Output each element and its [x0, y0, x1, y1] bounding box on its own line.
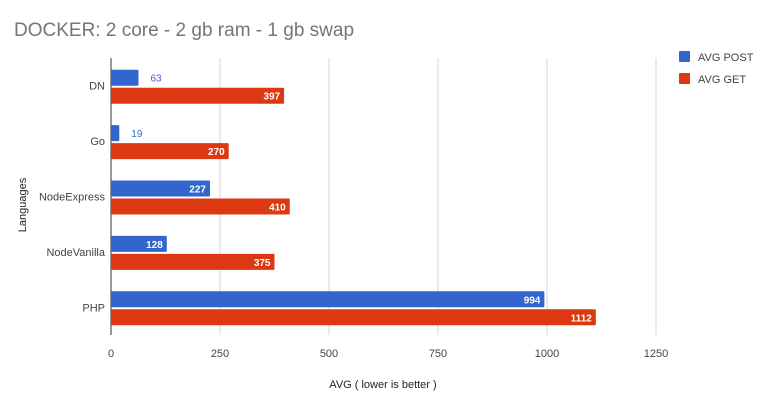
- bar-avg-get: [111, 87, 285, 104]
- legend-label: AVG GET: [698, 74, 746, 86]
- y-category-label: NodeExpress: [39, 192, 106, 204]
- x-tick-label: 0: [108, 348, 114, 360]
- x-axis-ticks: 0 250 500 750 1000 1250: [108, 348, 668, 360]
- data-label: 227: [189, 185, 206, 196]
- bar-avg-post: [111, 235, 167, 252]
- legend-swatch: [679, 73, 690, 84]
- legend-swatch: [679, 51, 690, 62]
- data-label: 128: [146, 240, 163, 251]
- data-label: 375: [254, 258, 271, 269]
- bar-avg-post: [111, 125, 120, 142]
- bar-avg-post: [111, 69, 139, 86]
- data-label: 994: [524, 295, 541, 306]
- data-labels: 63 397 19 270 227 410 128 375 994 1112: [131, 74, 592, 325]
- y-axis-title: Languages: [17, 177, 29, 232]
- data-label: 1112: [571, 313, 593, 324]
- y-axis-categories: DN Go NodeExpress NodeVanilla PHP: [39, 81, 106, 315]
- x-tick-label: 250: [211, 348, 229, 360]
- x-tick-label: 1000: [535, 348, 559, 360]
- x-tick-label: 500: [320, 348, 338, 360]
- x-tick-label: 750: [429, 348, 447, 360]
- y-category-label: DN: [89, 81, 105, 93]
- legend-label: AVG POST: [698, 52, 754, 64]
- bar-avg-get: [111, 143, 229, 160]
- bars: [111, 69, 596, 326]
- y-category-label: Go: [90, 136, 105, 148]
- data-label: 397: [263, 92, 280, 103]
- x-axis-title: AVG ( lower is better ): [329, 379, 436, 391]
- bar-avg-get: [111, 253, 275, 270]
- bar-avg-post: [111, 180, 210, 197]
- x-tick-label: 1250: [644, 348, 668, 360]
- data-label: 19: [131, 129, 143, 140]
- data-label: 63: [150, 74, 162, 85]
- bar-avg-get: [111, 309, 596, 326]
- legend: AVG POST AVG GET: [679, 51, 754, 86]
- bar-avg-get: [111, 198, 290, 215]
- gridlines: [110, 58, 657, 335]
- chart-title: DOCKER: 2 core - 2 gb ram - 1 gb swap: [14, 20, 354, 41]
- y-category-label: NodeVanilla: [46, 247, 105, 259]
- data-label: 270: [208, 147, 225, 158]
- bar-avg-post: [111, 291, 545, 308]
- y-category-label: PHP: [82, 302, 105, 314]
- data-label: 410: [269, 203, 286, 214]
